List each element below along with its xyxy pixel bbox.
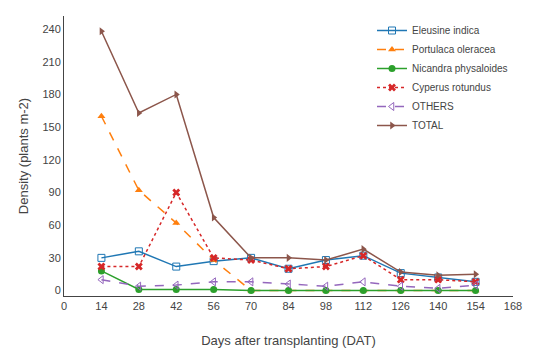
svg-text:TOTAL: TOTAL: [412, 120, 444, 131]
svg-text:14: 14: [95, 300, 107, 312]
svg-text:60: 60: [49, 219, 61, 231]
svg-text:Cyperus rotundus: Cyperus rotundus: [412, 82, 491, 93]
svg-text:70: 70: [245, 300, 257, 312]
svg-text:98: 98: [320, 300, 332, 312]
svg-text:210: 210: [42, 56, 60, 68]
svg-text:0: 0: [61, 300, 67, 312]
svg-text:120: 120: [42, 154, 60, 166]
svg-text:OTHERS: OTHERS: [412, 101, 454, 112]
svg-text:30: 30: [49, 252, 61, 264]
svg-text:28: 28: [133, 300, 145, 312]
svg-text:180: 180: [42, 88, 60, 100]
svg-text:Days after transplanting (DAT): Days after transplanting (DAT): [201, 333, 376, 348]
svg-text:168: 168: [504, 300, 522, 312]
svg-text:150: 150: [42, 121, 60, 133]
svg-text:Nicandra physaloides: Nicandra physaloides: [412, 63, 508, 74]
svg-text:240: 240: [42, 23, 60, 35]
svg-text:84: 84: [282, 300, 294, 312]
svg-text:140: 140: [429, 300, 447, 312]
svg-text:112: 112: [355, 300, 373, 312]
svg-text:Eleusine indica: Eleusine indica: [412, 25, 480, 36]
svg-text:Density (plants m-2): Density (plants m-2): [16, 98, 31, 214]
svg-text:56: 56: [208, 300, 220, 312]
svg-text:0: 0: [55, 284, 61, 296]
svg-text:154: 154: [466, 300, 484, 312]
svg-text:90: 90: [49, 186, 61, 198]
svg-text:Portulaca oleracea: Portulaca oleracea: [412, 44, 496, 55]
svg-text:42: 42: [170, 300, 182, 312]
svg-text:126: 126: [392, 300, 410, 312]
